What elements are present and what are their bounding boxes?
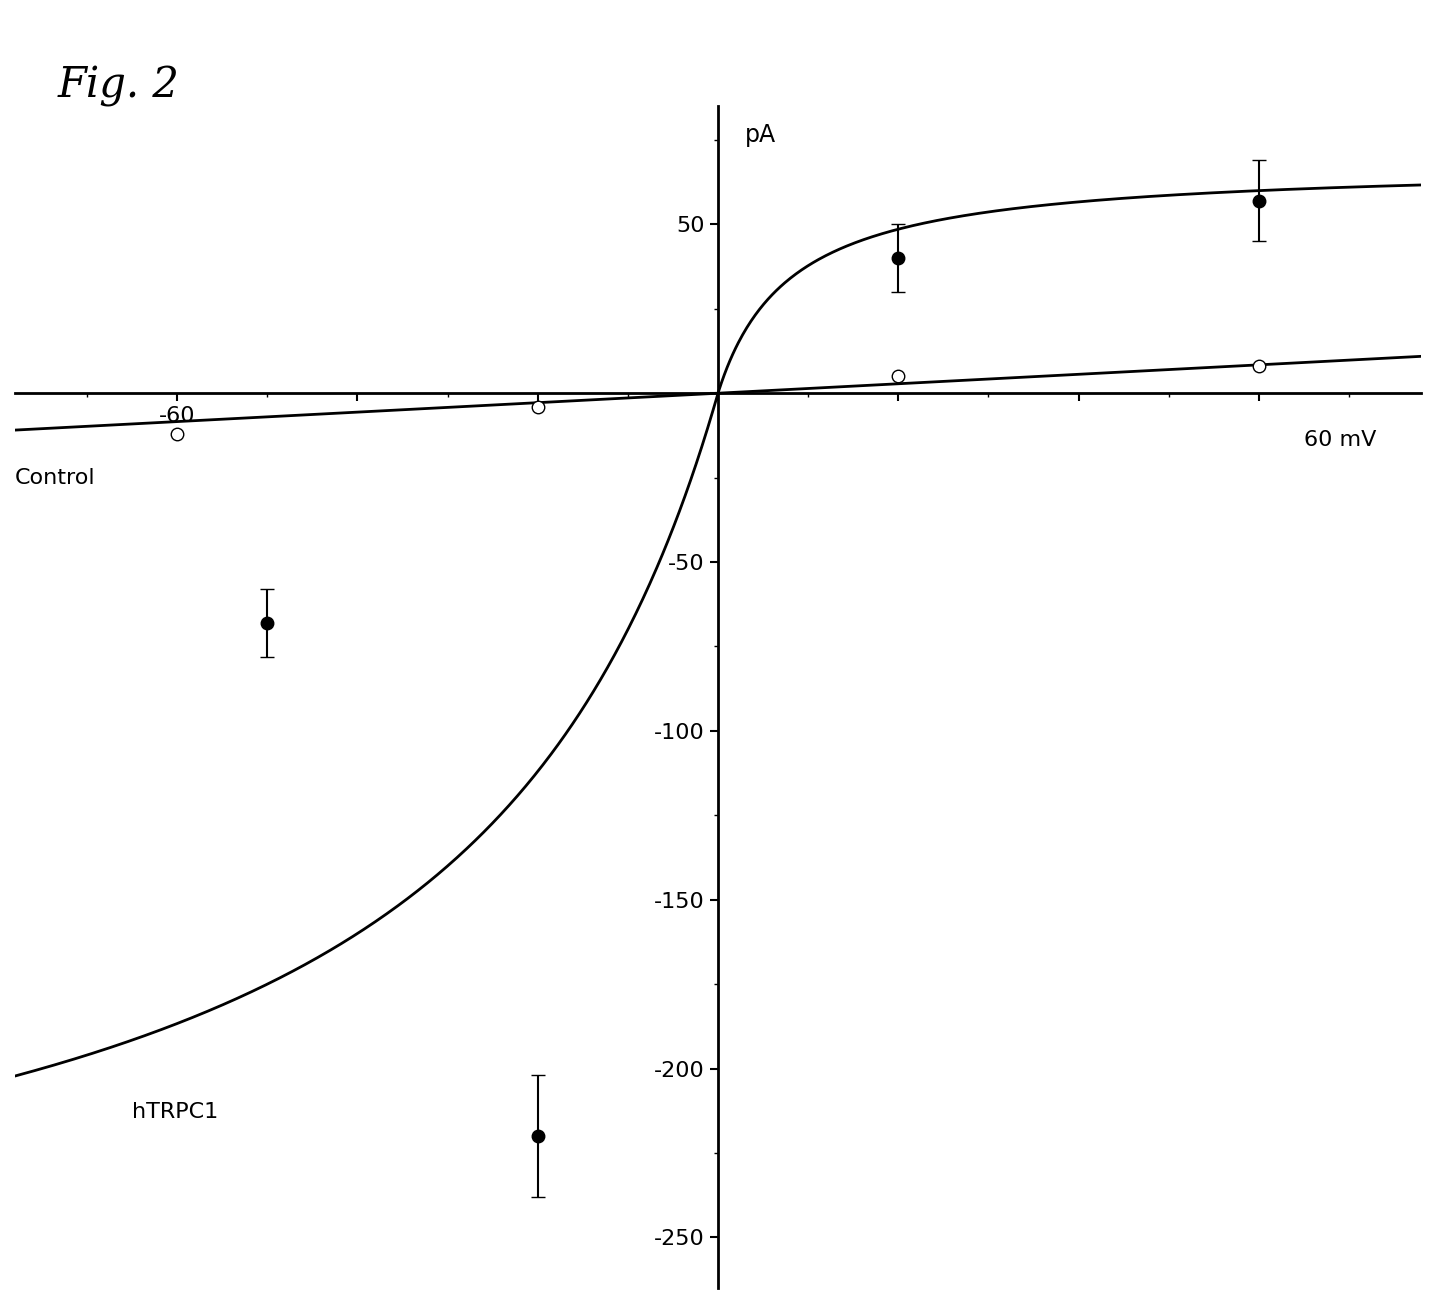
Text: 60 mV: 60 mV	[1304, 430, 1376, 451]
Text: Control: Control	[14, 468, 96, 487]
Text: pA: pA	[745, 122, 777, 147]
Text: Fig. 2: Fig. 2	[57, 65, 180, 107]
Text: hTRPC1: hTRPC1	[132, 1102, 218, 1122]
